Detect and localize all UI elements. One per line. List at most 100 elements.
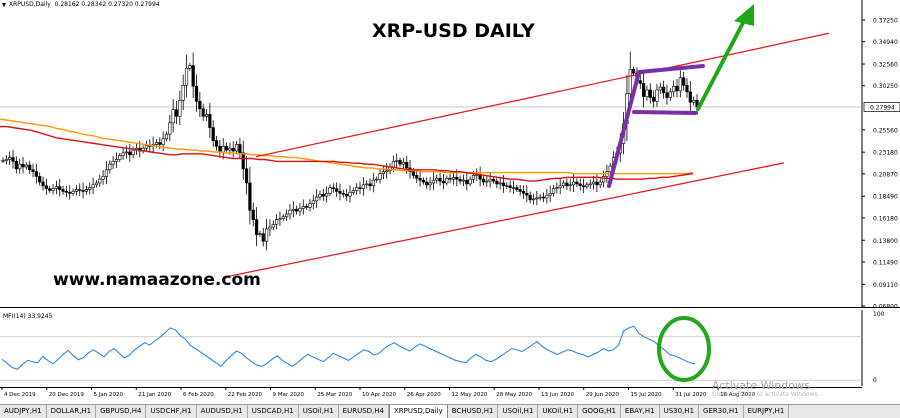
candle-down xyxy=(244,168,249,184)
chart-tab[interactable]: GER30,H1 xyxy=(699,405,744,418)
candle-up xyxy=(538,196,542,199)
candle-up xyxy=(468,178,472,185)
candle-down xyxy=(581,185,586,188)
candle-down xyxy=(418,177,422,181)
current-price-label: 0.27994 xyxy=(870,104,895,111)
chart-tab[interactable]: USOil,H1 xyxy=(299,405,339,418)
candle-down xyxy=(415,175,419,179)
candle-down xyxy=(38,176,42,183)
price-chart-pane[interactable]: 0.37250 0.34940 0.32560 0.30250 0.25560 0.231… xyxy=(0,0,900,308)
price-chart[interactable]: 0.37250 0.34940 0.32560 0.30250 0.25560 0.231… xyxy=(0,0,900,308)
candle-up xyxy=(348,192,352,197)
candle-up xyxy=(655,89,659,102)
chart-tab[interactable]: USOil,H1 xyxy=(498,405,539,418)
candle-down xyxy=(338,191,342,194)
candle-down xyxy=(341,192,345,195)
candle-down xyxy=(335,188,339,192)
candle-up xyxy=(568,184,572,187)
candle-up xyxy=(658,86,662,91)
mfi-line xyxy=(1,325,696,370)
candle-up xyxy=(548,192,552,196)
chart-tab[interactable]: GBPUSD,H4 xyxy=(96,405,147,418)
date-tick-label: 21 Jan 2020 xyxy=(138,392,171,398)
candle-up xyxy=(601,176,606,183)
candle-down xyxy=(455,177,459,180)
chart-tab[interactable]: BCHUSD,H1 xyxy=(448,405,499,418)
candle-down xyxy=(174,109,179,117)
candle-up xyxy=(278,218,282,220)
plot-background xyxy=(0,0,862,308)
candle-up xyxy=(104,169,109,177)
candle-up xyxy=(365,183,369,186)
candle-down xyxy=(251,209,255,220)
chart-tab[interactable]: USDCAD,H1 xyxy=(248,405,299,418)
candle-up xyxy=(378,173,382,180)
candle-down xyxy=(64,191,68,193)
candle-down xyxy=(518,189,522,192)
candle-up xyxy=(118,155,122,160)
candle-down xyxy=(632,69,636,74)
chart-tab[interactable]: EURUSD,H4 xyxy=(339,405,389,418)
chart-tab[interactable]: USDCHF,H1 xyxy=(146,405,197,418)
candle-up xyxy=(678,77,682,92)
candle-up xyxy=(288,209,292,215)
chart-tab[interactable]: GOOG,H1 xyxy=(578,405,621,418)
candle-down xyxy=(44,185,48,189)
chart-tab-active[interactable]: XRPUSD,Daily xyxy=(388,405,448,418)
candle-up xyxy=(88,187,92,190)
chart-tab[interactable]: US30,H1 xyxy=(660,405,700,418)
candle-up xyxy=(361,184,365,189)
mfi-indicator-pane[interactable]: 100 0 xyxy=(0,310,900,386)
candle-up xyxy=(315,196,319,202)
candle-up xyxy=(571,181,576,186)
candle-up xyxy=(131,149,135,156)
candle-up xyxy=(311,200,315,204)
candle-down xyxy=(224,146,229,151)
chart-tab[interactable]: EBAY,H1 xyxy=(621,405,660,418)
candle-up xyxy=(395,160,399,162)
candle-up xyxy=(221,146,225,153)
candle-down xyxy=(541,196,546,199)
date-tick-label: 5 Jan 2020 xyxy=(94,392,124,398)
candle-down xyxy=(331,187,335,189)
chart-tab[interactable]: DOLLAR,H1 xyxy=(47,405,97,418)
symbol-info: XRPUSD,Daily 0.28162 0.28342 0.27320 0.2… xyxy=(2,1,160,8)
mfi-chart[interactable]: 100 0 xyxy=(0,310,900,386)
candles-group xyxy=(1,51,699,251)
candle-up xyxy=(381,171,385,174)
chart-tab[interactable]: AUDJPY,H1 xyxy=(0,405,47,418)
candle-down xyxy=(295,208,299,212)
candle-up xyxy=(188,65,192,69)
date-tick-label: 25 Mar 2020 xyxy=(317,392,352,398)
candle-up xyxy=(8,157,12,160)
candle-up xyxy=(385,170,389,172)
chart-tab[interactable]: EURJPY,H1 xyxy=(744,405,790,418)
caret-down-icon[interactable] xyxy=(2,2,6,7)
date-tick-label: 10 Apr 2020 xyxy=(362,392,397,398)
mfi-label: MFI(14) 33.9245 xyxy=(3,313,53,320)
chart-tab[interactable]: AUDUSD,H1 xyxy=(197,405,248,418)
candle-up xyxy=(445,177,449,184)
chart-tab[interactable]: UKOil,H1 xyxy=(538,405,579,418)
candle-up xyxy=(318,193,322,198)
price-tick-label: 0.37250 xyxy=(873,18,898,25)
candle-down xyxy=(128,151,132,156)
candle-up xyxy=(111,161,115,165)
candle-down xyxy=(405,161,409,169)
candle-down xyxy=(421,179,426,183)
candle-down xyxy=(11,157,15,162)
candle-down xyxy=(481,178,486,183)
candle-down xyxy=(41,181,45,187)
date-tick-label: 20 Dec 2019 xyxy=(49,392,85,398)
price-tick-label: 0.16180 xyxy=(873,215,898,222)
price-tick-label: 0.09110 xyxy=(873,282,898,289)
candle-up xyxy=(451,177,456,180)
candle-up xyxy=(204,114,209,117)
candle-down xyxy=(648,89,652,98)
candle-up xyxy=(435,177,439,181)
date-tick-label: 31 Jul 2020 xyxy=(675,392,707,398)
candle-up xyxy=(108,163,112,171)
candle-down xyxy=(565,182,569,187)
candle-down xyxy=(398,160,402,165)
